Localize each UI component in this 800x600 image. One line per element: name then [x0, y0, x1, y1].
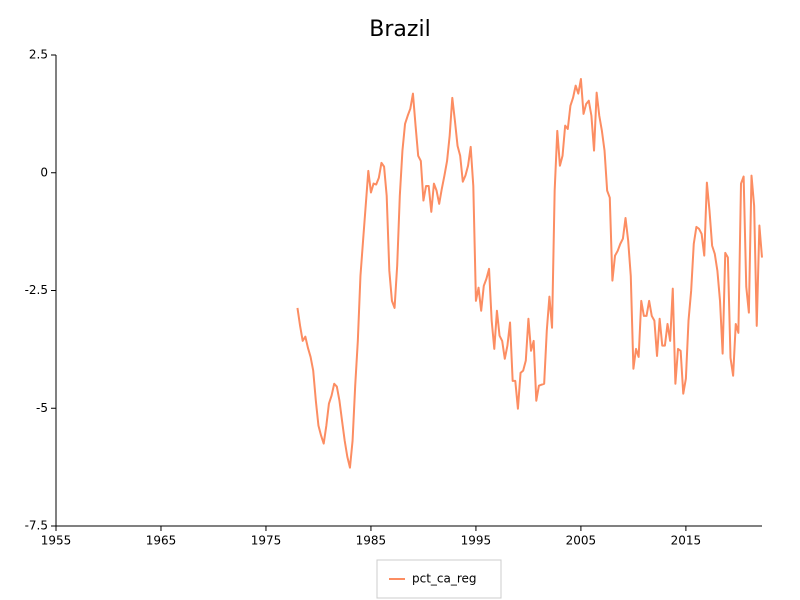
y-tick-label: -2.5	[25, 283, 48, 297]
x-tick-label: 1975	[251, 534, 282, 548]
y-tick-label: 2.5	[29, 48, 48, 62]
y-tick-label: -7.5	[25, 519, 48, 533]
x-tick-label: 1965	[146, 534, 177, 548]
x-tick-label: 1955	[41, 534, 72, 548]
legend-label: pct_ca_reg	[412, 572, 477, 586]
y-tick-label: 0	[40, 165, 48, 179]
series-line	[296, 78, 763, 469]
x-tick-label: 1995	[461, 534, 492, 548]
chart-title: Brazil	[369, 17, 430, 42]
y-tick-label: -5	[36, 401, 48, 415]
x-tick-label: 2015	[671, 534, 702, 548]
x-tick-label: 1985	[356, 534, 387, 548]
x-tick-label: 2005	[566, 534, 597, 548]
